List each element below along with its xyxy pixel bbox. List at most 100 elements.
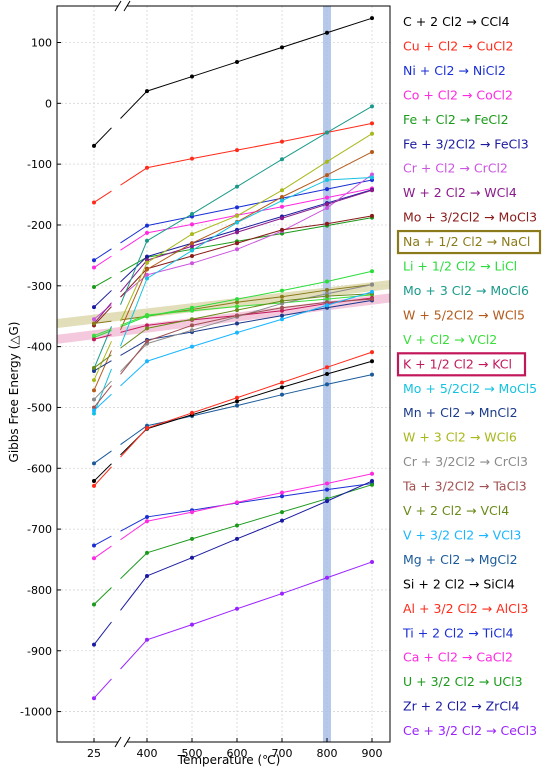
series-line xyxy=(120,520,148,541)
data-point xyxy=(190,248,194,253)
data-point xyxy=(190,510,194,515)
series-line xyxy=(93,330,112,338)
data-point xyxy=(280,288,284,293)
y-tick-label: -800 xyxy=(27,584,52,597)
data-point xyxy=(92,556,96,561)
series-28 xyxy=(92,479,374,647)
data-point xyxy=(235,230,239,235)
series-line xyxy=(120,340,148,375)
data-point xyxy=(235,213,239,218)
series-line xyxy=(93,545,112,559)
series-line xyxy=(93,368,112,414)
data-point xyxy=(92,305,96,310)
data-point xyxy=(145,267,149,272)
data-point xyxy=(92,333,96,338)
series-line xyxy=(120,575,148,611)
series-line xyxy=(120,256,148,283)
legend-entry: Zr + 2 Cl2 → ZrCl4 xyxy=(403,699,520,714)
data-point xyxy=(92,408,96,413)
y-tick-label: -1000 xyxy=(20,706,52,719)
y-tick-label: -400 xyxy=(27,341,52,354)
data-point xyxy=(145,323,149,328)
data-point xyxy=(190,253,194,258)
plot-background xyxy=(57,6,390,742)
series-line xyxy=(120,639,148,670)
x-tick-label: 25 xyxy=(87,747,101,760)
data-point xyxy=(145,573,149,578)
data-point xyxy=(235,148,239,153)
data-point xyxy=(92,378,96,383)
data-point xyxy=(325,205,329,210)
series-line xyxy=(93,190,112,203)
series-line xyxy=(93,304,112,320)
data-point xyxy=(280,313,284,318)
series-line xyxy=(93,127,112,147)
data-point xyxy=(280,139,284,144)
series-17 xyxy=(92,131,374,383)
data-point xyxy=(325,130,329,135)
data-point xyxy=(190,305,194,310)
series-line xyxy=(146,189,373,261)
series-line xyxy=(93,328,112,337)
data-point xyxy=(145,312,149,317)
series-line xyxy=(93,290,112,308)
data-point xyxy=(145,223,149,228)
x-tick-label: 500 xyxy=(182,747,203,760)
data-point xyxy=(235,321,239,326)
legend-entry: Cr + Cl2 → CrCl2 xyxy=(403,161,508,176)
data-point xyxy=(235,241,239,246)
data-point xyxy=(280,299,284,304)
legend-entry: W + 5/2Cl2 → WCl5 xyxy=(403,307,525,322)
data-point xyxy=(370,482,374,487)
axis-break-mark xyxy=(114,0,122,12)
data-point xyxy=(325,300,329,305)
data-point xyxy=(325,481,329,486)
series-line xyxy=(120,315,148,328)
data-point xyxy=(145,165,149,170)
series-line xyxy=(93,326,112,369)
series-line xyxy=(146,151,373,270)
series-line xyxy=(120,427,148,458)
data-point xyxy=(145,426,149,431)
data-point xyxy=(190,308,194,313)
data-point xyxy=(92,321,96,326)
series-line xyxy=(93,334,112,340)
series-line xyxy=(146,189,373,258)
legend-entry: Mo + 5/2Cl2 → MoCl5 xyxy=(403,381,537,396)
data-point xyxy=(190,323,194,328)
x-tick-label: 600 xyxy=(227,747,248,760)
legend-entry: V + 3/2 Cl2 → VCl3 xyxy=(403,527,521,542)
data-point xyxy=(370,359,374,364)
data-point xyxy=(145,238,149,243)
data-point xyxy=(280,157,284,162)
data-point xyxy=(235,313,239,318)
data-point xyxy=(92,696,96,701)
y-tick-label: -300 xyxy=(27,280,52,293)
legend-entry: Fe + 3/2Cl2 → FeCl3 xyxy=(403,136,529,151)
series-line xyxy=(120,259,148,293)
data-point xyxy=(92,317,96,322)
legend-entry: V + Cl2 → VCl2 xyxy=(403,332,497,347)
data-point xyxy=(325,177,329,182)
series-line xyxy=(93,276,112,288)
series-16 xyxy=(92,298,374,373)
legend: C + 2 Cl2 → CCl4 Cu + Cl2 → CuCl2 Ni + Cl2… xyxy=(396,14,542,738)
legend-entry: Ti + 2 Cl2 → TiCl4 xyxy=(402,625,514,640)
series-line xyxy=(146,187,373,234)
data-point xyxy=(325,288,329,293)
data-point xyxy=(235,308,239,313)
legend-entry: Ni + Cl2 → NiCl2 xyxy=(403,63,506,78)
data-point xyxy=(145,230,149,235)
legend-entry: W + 2 Cl2 → WCl4 xyxy=(403,185,517,200)
x-tick-label: 700 xyxy=(272,747,293,760)
series-line xyxy=(146,484,373,554)
data-point xyxy=(190,232,194,237)
data-point xyxy=(92,397,96,402)
series-line xyxy=(93,255,112,268)
data-point xyxy=(235,184,239,189)
data-point xyxy=(145,254,149,259)
data-point xyxy=(92,483,96,488)
series-line xyxy=(146,17,373,92)
data-point xyxy=(280,198,284,203)
